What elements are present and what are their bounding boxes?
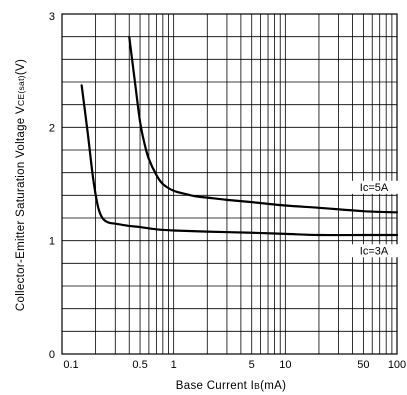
y-axis-label-main: Collector-Emitter Saturation Voltage V [15,106,27,311]
y-tick-label: 1 [49,236,55,248]
y-tick-label: 0 [49,349,55,361]
x-axis-label-unit: (mA) [260,380,286,392]
x-tick-label: 10 [279,359,291,371]
y-axis-label: Collector-Emitter Saturation Voltage VCE… [15,59,27,311]
curve-label-1: Ic=5A [360,182,389,194]
curve-labels: Ic=5A Ic=3A [349,180,399,258]
y-tick-labels: 0 1 2 3 [49,11,55,361]
x-tick-label: 50 [357,359,369,371]
plot-frame [61,13,398,355]
series-line-2 [80,84,399,237]
y-axis-label-unit: (V) [15,59,27,75]
x-axis-label-sub: B [254,381,260,391]
series-lines [80,35,399,237]
curve-label-backing [349,244,399,258]
y-tick-label: 2 [49,122,55,134]
grid-lines [62,14,397,354]
x-tick-label: 1 [171,359,177,371]
series-line-1 [128,35,399,214]
x-tick-label: 0.1 [63,359,78,371]
x-tick-labels: 0.1 0.5 1 5 10 50 100 [63,359,406,371]
x-axis-label: Base Current IB(mA) [176,380,286,392]
x-tick-label: 0.5 [132,359,147,371]
x-axis-label-main: Base Current I [176,380,254,392]
x-tick-label: 100 [388,359,406,371]
y-axis-label-sub: CE(sat) [16,75,26,106]
curve-label-2: Ic=3A [360,245,389,257]
curve-label-backing [349,180,399,194]
y-tick-label: 3 [49,11,55,23]
x-tick-label: 5 [249,359,255,371]
